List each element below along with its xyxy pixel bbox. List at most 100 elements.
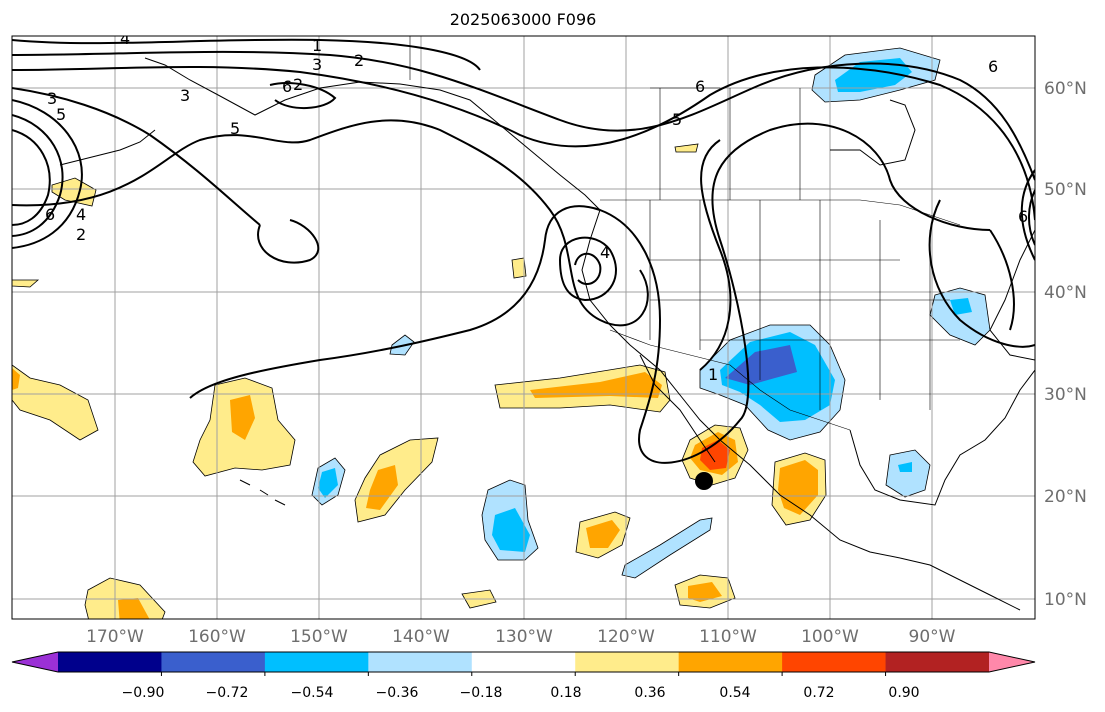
shade-lightblue-band (621, 517, 713, 579)
colorbar-segment (368, 652, 473, 672)
contour-label: 6 (45, 205, 55, 224)
coast-pacific-islands (239, 479, 286, 506)
shade-yellow-small-5 (674, 143, 699, 153)
longitude-labels: 170°W 160°W 150°W 140°W 130°W 120°W 110°… (86, 627, 956, 647)
contour-label: 4 (76, 205, 86, 224)
contour-9 (189, 122, 991, 464)
shade-orange-baja-band (530, 372, 662, 398)
contour-label: 6 (1018, 207, 1028, 226)
latitude-labels: 60°N 50°N 40°N 30°N 20°N 10°N (1044, 79, 1087, 610)
contour-18 (269, 82, 337, 110)
contour-label: 3 (312, 55, 322, 74)
contour-7 (12, 129, 51, 226)
contour-12 (574, 252, 602, 285)
map-title: 2025063000 F096 (449, 10, 597, 29)
colorbar-segment (885, 652, 990, 672)
contour-lines (12, 38, 1035, 464)
lat-label: 10°N (1044, 590, 1087, 610)
colorbar-segment (264, 652, 369, 672)
contour-3 (12, 65, 1035, 221)
contour-label: 1 (312, 36, 322, 55)
shade-lightblue-gulf (885, 449, 931, 498)
contour-labels: 4 1 2 3 2 3 5 6 3 5 6 6 4 2 5 6 6 4 1 (45, 29, 1028, 384)
colorbar-tick-label: 0.72 (803, 685, 834, 701)
colorbar-segment (161, 652, 266, 672)
coast-baja (639, 354, 716, 463)
colorbar-tick-label: −0.18 (460, 685, 503, 701)
colorbar-segment (58, 652, 162, 672)
storm-center-dot (695, 472, 713, 490)
colorbar-tick-label: −0.54 (291, 685, 334, 701)
shade-orange-hawaii (230, 395, 255, 440)
shade-blue-gulf (898, 462, 912, 472)
lat-label: 60°N (1044, 79, 1087, 99)
contour-label: 5 (230, 119, 240, 138)
contour-1 (12, 38, 481, 71)
contour-17 (989, 229, 1015, 331)
contour-label: 5 (56, 105, 66, 124)
lon-label: 110°W (699, 627, 757, 647)
coast-north-america-west (581, 209, 901, 559)
map-area: 4 1 2 3 2 3 5 6 3 5 6 6 4 2 5 6 6 4 1 (12, 29, 1035, 619)
contour-4 (12, 87, 261, 226)
colorbar-segment (471, 652, 576, 672)
colorbar-tick-label: −0.36 (376, 685, 419, 701)
contour-label: 4 (120, 29, 130, 48)
lon-label: 90°W (909, 627, 956, 647)
shade-blue-south (492, 508, 530, 552)
shade-blue-greatlakes (950, 298, 972, 315)
colorbar-tick-label: 0.54 (719, 685, 750, 701)
coast-alaska (144, 57, 601, 211)
colorbar (11, 651, 1036, 676)
contour-13 (699, 139, 732, 371)
shade-yellow-small-4 (12, 279, 40, 288)
lat-label: 30°N (1044, 385, 1087, 405)
contour-label: 6 (282, 77, 292, 96)
contour-8 (12, 119, 649, 327)
lat-label: 50°N (1044, 180, 1087, 200)
lon-label: 100°W (801, 627, 859, 647)
shaded-field-negative (311, 47, 991, 579)
colorbar-segment (782, 652, 887, 672)
border-us-mexico (609, 329, 851, 431)
coast-central-america (899, 557, 1021, 611)
grid-lines (12, 36, 1035, 619)
coast-aleutians (59, 129, 156, 166)
contour-11 (559, 236, 617, 302)
shade-orange-pacific-west (12, 368, 20, 390)
colorbar-tick-labels: −0.90 −0.72 −0.54 −0.36 −0.18 0.18 0.36 … (122, 685, 920, 701)
contour-6 (12, 114, 64, 237)
lat-label: 40°N (1044, 283, 1087, 303)
lon-label: 130°W (495, 627, 553, 647)
contour-label: 4 (600, 243, 610, 262)
contour-label: 3 (180, 86, 190, 105)
shade-orange-sw (118, 598, 150, 619)
contour-16 (1028, 189, 1035, 246)
contour-label: 1 (708, 365, 718, 384)
shade-blue-canada (835, 58, 912, 92)
lon-label: 150°W (290, 627, 348, 647)
contour-15 (1020, 169, 1035, 261)
contour-label: 2 (354, 51, 364, 70)
colorbar-outline (11, 651, 1036, 673)
contour-label: 6 (695, 77, 705, 96)
lon-label: 140°W (392, 627, 450, 647)
border-provinces (650, 87, 801, 200)
contour-label: 5 (672, 110, 682, 129)
contour-label: 2 (76, 225, 86, 244)
colorbar-extend-high (989, 652, 1035, 672)
map-frame (11, 35, 1036, 620)
colorbar-tick-label: 0.18 (550, 685, 581, 701)
shade-royal-sw-us (725, 345, 797, 385)
border-us-canada (600, 199, 961, 226)
shade-orange-southeast (688, 582, 722, 602)
coast-gulf (849, 369, 1035, 506)
shade-orange-mexico (778, 460, 818, 515)
colorbar-tick-label: −0.72 (206, 685, 249, 701)
contour-label: 3 (47, 89, 57, 108)
shade-yellow-pacific-west (12, 364, 99, 441)
contour-10 (257, 219, 320, 264)
shade-lightblue-greatlakes (929, 287, 991, 346)
shade-blue-west (318, 468, 338, 498)
